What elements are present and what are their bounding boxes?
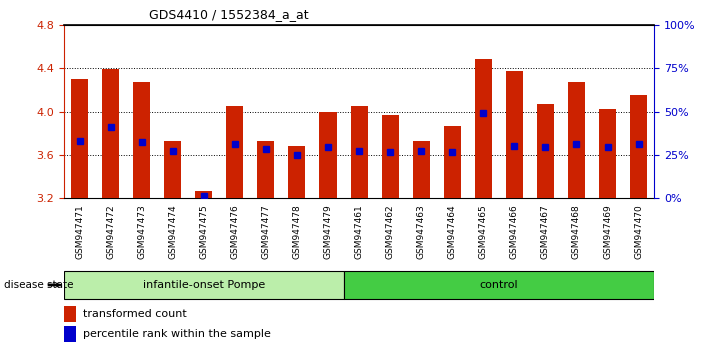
Bar [196,191,213,198]
Bar [289,146,306,198]
Bar [568,82,585,198]
Text: GSM947468: GSM947468 [572,204,581,259]
Text: GSM947479: GSM947479 [324,204,333,259]
Text: GSM947462: GSM947462 [385,204,395,258]
Text: GSM947471: GSM947471 [75,204,84,259]
Bar [599,109,616,198]
Text: GSM947474: GSM947474 [169,204,177,258]
Bar [382,115,399,198]
Text: GSM947463: GSM947463 [417,204,426,259]
Text: GSM947461: GSM947461 [355,204,363,259]
Text: control: control [479,280,518,290]
Bar [64,306,76,321]
Text: GSM947465: GSM947465 [479,204,488,259]
Bar [537,104,554,198]
Bar [164,141,181,198]
Bar [102,69,119,198]
Bar [71,79,88,198]
Text: GSM947470: GSM947470 [634,204,643,259]
Bar [506,72,523,198]
Bar [475,59,492,198]
Bar [351,106,368,198]
Bar [226,106,243,198]
Text: GSM947478: GSM947478 [292,204,301,259]
Bar [343,271,654,299]
Text: GSM947472: GSM947472 [106,204,115,258]
Text: GSM947475: GSM947475 [199,204,208,259]
Text: transformed count: transformed count [83,309,187,319]
Text: GSM947473: GSM947473 [137,204,146,259]
Text: infantile-onset Pompe: infantile-onset Pompe [143,280,265,290]
Text: GSM947477: GSM947477 [262,204,270,259]
Bar [319,112,336,198]
Text: GSM947467: GSM947467 [541,204,550,259]
Text: GDS4410 / 1552384_a_at: GDS4410 / 1552384_a_at [149,8,309,21]
Bar [64,326,76,342]
Bar [257,141,274,198]
Text: disease state: disease state [4,280,73,290]
Text: GSM947464: GSM947464 [448,204,456,258]
Text: GSM947466: GSM947466 [510,204,519,259]
Text: percentile rank within the sample: percentile rank within the sample [83,329,272,339]
Bar [630,95,647,198]
Bar [444,126,461,198]
Bar [64,271,343,299]
Bar [133,82,150,198]
Text: GSM947476: GSM947476 [230,204,240,259]
Bar [412,141,429,198]
Text: GSM947469: GSM947469 [603,204,612,259]
